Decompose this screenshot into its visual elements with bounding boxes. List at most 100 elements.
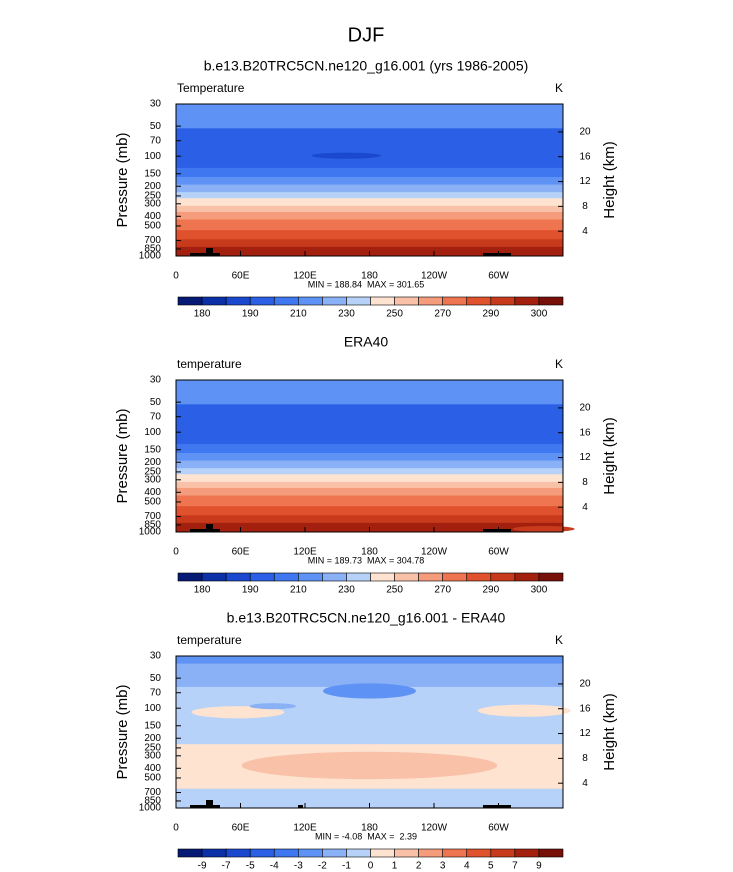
- colorbar-label: 5: [488, 861, 494, 872]
- colorbar-box: [442, 572, 468, 582]
- topography: [483, 253, 511, 256]
- contour-fill: [176, 515, 563, 524]
- y-tick-label: 150: [144, 720, 161, 731]
- x-tick-label: 0: [173, 271, 179, 282]
- colorbar-label: 2: [416, 861, 422, 872]
- y-tick-label: 1000: [139, 527, 162, 538]
- colorbar-box: [201, 572, 227, 582]
- colorbar-box: [273, 572, 299, 582]
- colorbar-box: [514, 848, 540, 858]
- colorbar-box: [466, 848, 492, 858]
- x-tick-label: 60E: [232, 271, 250, 282]
- y2-axis-label: Height (km): [601, 417, 618, 495]
- colorbar-label: 210: [290, 309, 307, 320]
- colorbar-box: [490, 296, 516, 306]
- contour-fill: [249, 703, 296, 710]
- colorbar-label: 230: [338, 585, 355, 596]
- y-tick-label: 70: [150, 135, 162, 146]
- x-tick-label: 120W: [421, 823, 448, 834]
- y-tick-label: 400: [144, 211, 161, 222]
- y-tick-label: 250: [144, 191, 161, 202]
- y-tick-label: 50: [150, 673, 162, 684]
- y-tick-label: 500: [144, 773, 161, 784]
- colorbar-box: [514, 296, 540, 306]
- colorbar-box: [466, 572, 492, 582]
- contour-fill: [176, 167, 563, 178]
- colorbar-label: -1: [342, 861, 351, 872]
- x-tick-label: 60E: [232, 823, 250, 834]
- colorbar-label: 270: [434, 585, 451, 596]
- panel-title: ERA40: [344, 334, 389, 350]
- topography: [206, 800, 213, 808]
- colorbar-label: -9: [198, 861, 207, 872]
- colorbar-label: 7: [512, 861, 518, 872]
- x-tick-label: 180: [361, 547, 378, 558]
- colorbar-label: 190: [242, 309, 259, 320]
- y-tick-label: 250: [144, 467, 161, 478]
- contour-fill: [176, 205, 563, 213]
- colorbar-label: 3: [440, 861, 446, 872]
- x-tick-label: 120E: [293, 547, 317, 558]
- variable-label: temperature: [177, 633, 242, 647]
- y-tick-label: 30: [150, 99, 162, 110]
- y2-tick-label: 4: [582, 226, 588, 237]
- y2-tick-label: 4: [582, 502, 588, 513]
- units-label: K: [555, 81, 563, 95]
- contour-fill: [176, 474, 563, 483]
- contour-fill: [176, 380, 563, 405]
- y2-tick-label: 16: [579, 151, 591, 162]
- colorbar-box: [490, 572, 516, 582]
- y2-axis-label: Height (km): [601, 141, 618, 219]
- contour-fill: [176, 460, 563, 469]
- colorbar-box: [225, 296, 251, 306]
- colorbar-label: -4: [270, 861, 279, 872]
- colorbar-box: [346, 296, 371, 306]
- y-axis-label: Pressure (mb): [114, 684, 131, 779]
- y-tick-label: 1000: [139, 251, 162, 262]
- colorbar-box: [370, 572, 395, 582]
- units-label: K: [555, 633, 563, 647]
- y2-tick-label: 4: [582, 778, 588, 789]
- colorbar-box: [298, 296, 323, 306]
- y-axis-label: Pressure (mb): [114, 132, 131, 227]
- colorbar-box: [177, 848, 203, 858]
- y-tick-label: 150: [144, 168, 161, 179]
- colorbar-box: [249, 296, 275, 306]
- colorbar-box: [322, 572, 347, 582]
- variable-label: temperature: [177, 357, 242, 371]
- panel: b.e13.B20TRC5CN.ne120_g16.001 - ERA40 tem…: [114, 610, 618, 872]
- y-tick-label: 850: [144, 796, 161, 807]
- panel-title: b.e13.B20TRC5CN.ne120_g16.001 (yrs 1986-…: [204, 58, 529, 74]
- y2-tick-label: 16: [579, 703, 591, 714]
- y-tick-label: 700: [144, 511, 161, 522]
- contour-fill: [241, 751, 498, 780]
- y-tick-label: 300: [144, 750, 161, 761]
- colorbar-box: [490, 848, 516, 858]
- colorbar-label: 290: [482, 585, 499, 596]
- contour-fill: [176, 481, 563, 489]
- y2-tick-label: 20: [579, 403, 591, 414]
- y2-tick-label: 20: [579, 679, 591, 690]
- y-tick-label: 50: [150, 397, 162, 408]
- colorbar-box: [538, 296, 564, 306]
- colorbar-label: 9: [536, 861, 542, 872]
- contour-fill: [176, 219, 563, 231]
- y-tick-label: 300: [144, 474, 161, 485]
- x-tick-label: 120E: [293, 271, 317, 282]
- y2-tick-label: 16: [579, 427, 591, 438]
- contour-fill: [176, 104, 563, 129]
- y2-tick-label: 8: [582, 753, 588, 764]
- y-tick-label: 700: [144, 235, 161, 246]
- topography: [206, 248, 213, 256]
- colorbar-box: [298, 572, 323, 582]
- colorbar-label: 300: [531, 309, 548, 320]
- y-tick-label: 700: [144, 787, 161, 798]
- panel-title: b.e13.B20TRC5CN.ne120_g16.001 - ERA40: [227, 610, 506, 626]
- x-tick-label: 180: [361, 271, 378, 282]
- topography: [483, 805, 511, 808]
- y-tick-label: 1000: [139, 803, 162, 814]
- figure-title: DJF: [348, 24, 385, 46]
- contour-fill: [311, 152, 382, 159]
- x-tick-label: 120W: [421, 271, 448, 282]
